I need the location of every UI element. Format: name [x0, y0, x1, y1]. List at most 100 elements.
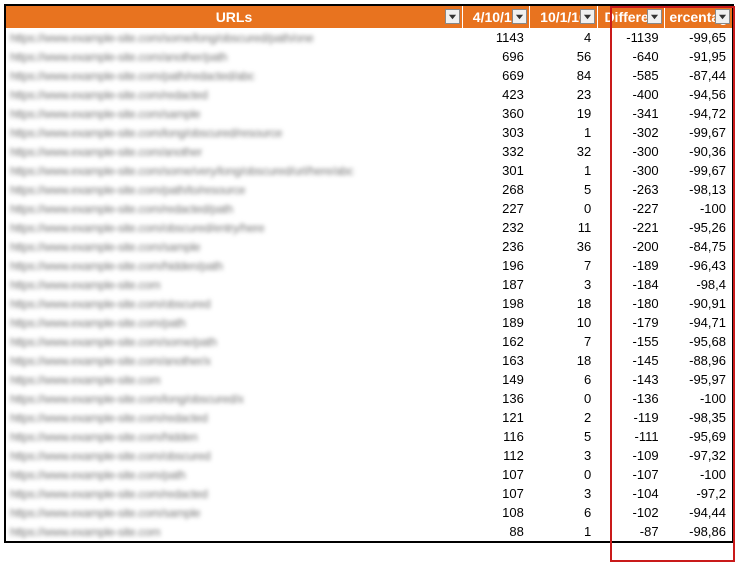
table-row[interactable]: https://www.example-site.com/sample1086-…: [6, 503, 732, 522]
table: URLs 4/10/15 10/1/16: [6, 6, 732, 541]
cell-v1: 163: [462, 351, 529, 370]
filter-dropdown-icon[interactable]: [580, 9, 595, 24]
cell-diff: -300: [597, 161, 664, 180]
cell-pct: -87,44: [665, 66, 732, 85]
cell-v1: 196: [462, 256, 529, 275]
cell-pct: -90,36: [665, 142, 732, 161]
cell-diff: -104: [597, 484, 664, 503]
header-percentage[interactable]: ercentag: [665, 6, 732, 28]
cell-v1: 1143: [462, 28, 529, 47]
table-row[interactable]: https://www.example-site.com/path18910-1…: [6, 313, 732, 332]
table-row[interactable]: https://www.example-site.com/path1070-10…: [6, 465, 732, 484]
cell-v2: 0: [530, 465, 597, 484]
table-row[interactable]: https://www.example-site.com/obscured198…: [6, 294, 732, 313]
table-row[interactable]: https://www.example-site.com/obscured/en…: [6, 218, 732, 237]
cell-v1: 187: [462, 275, 529, 294]
table-row[interactable]: https://www.example-site.com/redacted107…: [6, 484, 732, 503]
cell-pct: -95,68: [665, 332, 732, 351]
cell-v2: 3: [530, 275, 597, 294]
cell-v1: 121: [462, 408, 529, 427]
cell-v2: 0: [530, 389, 597, 408]
cell-pct: -99,65: [665, 28, 732, 47]
cell-diff: -107: [597, 465, 664, 484]
cell-v1: 227: [462, 199, 529, 218]
header-difference[interactable]: Differen: [597, 6, 664, 28]
cell-url: https://www.example-site.com/path/to/res…: [6, 180, 462, 199]
cell-url: https://www.example-site.com/obscured: [6, 294, 462, 313]
cell-v1: 149: [462, 370, 529, 389]
table-row[interactable]: https://www.example-site.com/redacted/pa…: [6, 199, 732, 218]
cell-v2: 6: [530, 370, 597, 389]
cell-v2: 7: [530, 332, 597, 351]
cell-v2: 32: [530, 142, 597, 161]
table-row[interactable]: https://www.example-site.com/obscured112…: [6, 446, 732, 465]
cell-v2: 5: [530, 180, 597, 199]
cell-pct: -94,72: [665, 104, 732, 123]
table-row[interactable]: https://www.example-site.com/long/obscur…: [6, 389, 732, 408]
cell-pct: -98,13: [665, 180, 732, 199]
cell-diff: -184: [597, 275, 664, 294]
cell-url: https://www.example-site.com/sample: [6, 503, 462, 522]
cell-url: https://www.example-site.com/another/x: [6, 351, 462, 370]
cell-v2: 56: [530, 47, 597, 66]
table-row[interactable]: https://www.example-site.com/sample36019…: [6, 104, 732, 123]
cell-v1: 162: [462, 332, 529, 351]
filter-dropdown-icon[interactable]: [715, 9, 730, 24]
table-row[interactable]: https://www.example-site.com1873-184-98,…: [6, 275, 732, 294]
filter-dropdown-icon[interactable]: [647, 9, 662, 24]
table-row[interactable]: https://www.example-site.com/hidden/path…: [6, 256, 732, 275]
header-date1[interactable]: 4/10/15: [462, 6, 529, 28]
cell-pct: -96,43: [665, 256, 732, 275]
cell-pct: -95,97: [665, 370, 732, 389]
cell-diff: -143: [597, 370, 664, 389]
table-row[interactable]: https://www.example-site.com/another/pat…: [6, 47, 732, 66]
cell-v1: 360: [462, 104, 529, 123]
header-urls[interactable]: URLs: [6, 6, 462, 28]
table-row[interactable]: https://www.example-site.com/sample23636…: [6, 237, 732, 256]
cell-v1: 88: [462, 522, 529, 541]
cell-url: https://www.example-site.com/redacted: [6, 85, 462, 104]
table-row[interactable]: https://www.example-site.com881-87-98,86: [6, 522, 732, 541]
table-row[interactable]: https://www.example-site.com/another/x16…: [6, 351, 732, 370]
cell-url: https://www.example-site.com/long/obscur…: [6, 123, 462, 142]
cell-diff: -300: [597, 142, 664, 161]
cell-v2: 18: [530, 294, 597, 313]
cell-pct: -97,32: [665, 446, 732, 465]
table-row[interactable]: https://www.example-site.com/hidden1165-…: [6, 427, 732, 446]
table-row[interactable]: https://www.example-site.com/some/very/l…: [6, 161, 732, 180]
filter-dropdown-icon[interactable]: [512, 9, 527, 24]
cell-url: https://www.example-site.com/obscured/en…: [6, 218, 462, 237]
cell-diff: -189: [597, 256, 664, 275]
cell-url: https://www.example-site.com/redacted/pa…: [6, 199, 462, 218]
cell-url: https://www.example-site.com: [6, 370, 462, 389]
header-date2[interactable]: 10/1/16: [530, 6, 597, 28]
cell-diff: -302: [597, 123, 664, 142]
table-row[interactable]: https://www.example-site.com/another3323…: [6, 142, 732, 161]
cell-diff: -400: [597, 85, 664, 104]
table-row[interactable]: https://www.example-site.com/some/path16…: [6, 332, 732, 351]
cell-url: https://www.example-site.com/another: [6, 142, 462, 161]
table-row[interactable]: https://www.example-site.com/redacted423…: [6, 85, 732, 104]
header-urls-label: URLs: [216, 9, 253, 25]
table-row[interactable]: https://www.example-site.com1496-143-95,…: [6, 370, 732, 389]
cell-diff: -640: [597, 47, 664, 66]
table-row[interactable]: https://www.example-site.com/redacted121…: [6, 408, 732, 427]
cell-diff: -111: [597, 427, 664, 446]
table-row[interactable]: https://www.example-site.com/long/obscur…: [6, 123, 732, 142]
cell-v2: 2: [530, 408, 597, 427]
cell-url: https://www.example-site.com/sample: [6, 104, 462, 123]
cell-v1: 301: [462, 161, 529, 180]
cell-diff: -155: [597, 332, 664, 351]
cell-pct: -94,56: [665, 85, 732, 104]
cell-url: https://www.example-site.com/some/very/l…: [6, 161, 462, 180]
cell-v1: 107: [462, 465, 529, 484]
table-row[interactable]: https://www.example-site.com/path/to/res…: [6, 180, 732, 199]
table-row[interactable]: https://www.example-site.com/some/long/o…: [6, 28, 732, 47]
cell-pct: -99,67: [665, 161, 732, 180]
table-row[interactable]: https://www.example-site.com/path/redact…: [6, 66, 732, 85]
filter-dropdown-icon[interactable]: [445, 9, 460, 24]
cell-url: https://www.example-site.com/some/path: [6, 332, 462, 351]
cell-v2: 4: [530, 28, 597, 47]
cell-url: https://www.example-site.com/path/redact…: [6, 66, 462, 85]
cell-v1: 669: [462, 66, 529, 85]
